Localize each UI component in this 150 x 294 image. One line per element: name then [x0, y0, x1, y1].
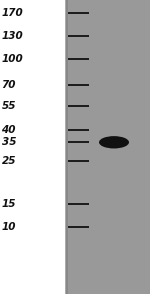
Ellipse shape: [99, 136, 129, 148]
Bar: [0, 0, 65, 294]
Text: 55: 55: [2, 101, 16, 111]
Text: 70: 70: [2, 80, 16, 90]
Text: 35: 35: [2, 137, 16, 147]
Text: 130: 130: [2, 31, 23, 41]
Text: 40: 40: [2, 125, 16, 135]
Text: 25: 25: [2, 156, 16, 166]
Text: 10: 10: [2, 222, 16, 232]
Text: 100: 100: [2, 54, 23, 64]
Text: 170: 170: [2, 8, 23, 18]
Bar: [65, 0, 150, 294]
Text: 15: 15: [2, 199, 16, 209]
Bar: [65, 0, 68, 294]
